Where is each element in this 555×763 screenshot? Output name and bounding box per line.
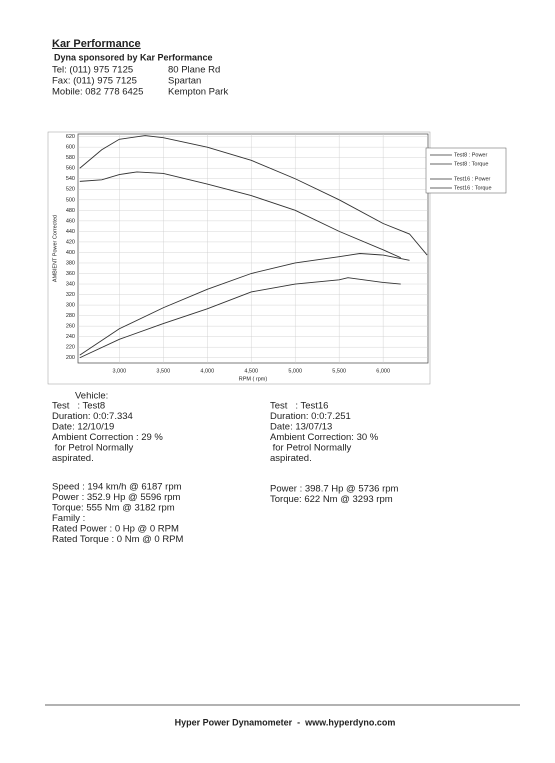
contact-line: Fax: (011) 975 7125 bbox=[52, 76, 137, 87]
y-tick-label: 500 bbox=[66, 197, 75, 203]
y-tick-label: 240 bbox=[66, 334, 75, 340]
left-result: Rated Torque : 0 Nm @ 0 RPM bbox=[52, 534, 184, 545]
legend-box bbox=[425, 147, 507, 194]
left-line: Test : Test8 bbox=[52, 401, 105, 412]
left-line: Ambient Correction : 29 % bbox=[52, 432, 163, 443]
contact-line: Tel: (011) 975 7125 bbox=[52, 65, 133, 76]
left-line: for Petrol Normally bbox=[52, 443, 134, 454]
legend-label: Test8 : Torque bbox=[454, 161, 488, 167]
y-tick-label: 600 bbox=[66, 145, 75, 151]
y-tick-label: 260 bbox=[66, 324, 75, 330]
address-line: Spartan bbox=[168, 76, 201, 87]
subtitle: Dyna sponsored by Kar Performance bbox=[54, 52, 213, 62]
x-tick-label: 5,000 bbox=[288, 368, 302, 374]
left-line: Date: 12/10/19 bbox=[52, 422, 114, 433]
y-tick-label: 560 bbox=[66, 166, 75, 172]
y-tick-label: 380 bbox=[66, 260, 75, 266]
left-line: aspirated. bbox=[52, 453, 94, 464]
y-tick-label: 280 bbox=[66, 313, 75, 319]
right-line: aspirated. bbox=[270, 453, 312, 464]
address-line: Kempton Park bbox=[168, 87, 228, 98]
contact-line: Mobile: 082 778 6425 bbox=[52, 87, 143, 98]
left-result: Rated Power : 0 Hp @ 0 RPM bbox=[52, 524, 179, 535]
series-line bbox=[79, 277, 401, 359]
left-result: Torque: 555 Nm @ 3182 rpm bbox=[52, 503, 175, 514]
y-axis-label: AMBIENT Power Corrected bbox=[52, 215, 58, 282]
y-tick-label: 220 bbox=[66, 345, 75, 351]
y-tick-label: 440 bbox=[66, 229, 75, 235]
series-line bbox=[79, 253, 410, 356]
address-line: 80 Plane Rd bbox=[168, 65, 220, 76]
y-tick-label: 480 bbox=[66, 208, 75, 214]
legend-label: Test16 : Power bbox=[454, 176, 491, 182]
y-tick-label: 400 bbox=[66, 250, 75, 256]
y-tick-label: 340 bbox=[66, 281, 75, 287]
right-line: Date: 13/07/13 bbox=[270, 422, 332, 433]
y-tick-label: 540 bbox=[66, 176, 75, 182]
legend-label: Test16 : Torque bbox=[454, 185, 492, 191]
x-tick-label: 4,000 bbox=[200, 368, 214, 374]
title: Kar Performance bbox=[52, 38, 141, 50]
right-line: Ambient Correction: 30 % bbox=[270, 432, 379, 443]
y-tick-label: 520 bbox=[66, 187, 75, 193]
series-line bbox=[79, 171, 401, 259]
y-tick-label: 420 bbox=[66, 239, 75, 245]
y-tick-label: 460 bbox=[66, 218, 75, 224]
left-result: Family : bbox=[52, 513, 85, 524]
x-tick-label: 3,000 bbox=[112, 368, 126, 374]
vehicle-label: Vehicle: bbox=[75, 391, 108, 402]
y-tick-label: 580 bbox=[66, 155, 75, 161]
x-tick-label: 5,500 bbox=[332, 368, 346, 374]
right-result: Torque: 622 Nm @ 3293 rpm bbox=[270, 494, 393, 505]
x-tick-label: 4,500 bbox=[244, 368, 258, 374]
plot-area bbox=[77, 133, 429, 364]
left-result: Power : 352.9 Hp @ 5596 rpm bbox=[52, 492, 181, 503]
legend-label: Test8 : Power bbox=[454, 152, 487, 158]
left-line: Duration: 0:0:7.334 bbox=[52, 411, 133, 422]
y-tick-label: 320 bbox=[66, 292, 75, 298]
y-tick-label: 620 bbox=[66, 134, 75, 140]
y-tick-label: 360 bbox=[66, 271, 75, 277]
y-tick-label: 200 bbox=[66, 355, 75, 361]
footer: Hyper Power Dynamometer - www.hyperdyno.… bbox=[175, 717, 396, 727]
right-result: Power : 398.7 Hp @ 5736 rpm bbox=[270, 484, 399, 495]
x-tick-label: 6,000 bbox=[376, 368, 390, 374]
right-line: for Petrol Normally bbox=[270, 443, 352, 454]
left-result: Speed : 194 km/h @ 6187 rpm bbox=[52, 482, 182, 493]
series-line bbox=[79, 135, 428, 256]
chart-frame bbox=[47, 131, 431, 385]
x-tick-label: 3,500 bbox=[156, 368, 170, 374]
y-tick-label: 300 bbox=[66, 303, 75, 309]
x-axis-label: RPM ( rpm) bbox=[239, 376, 268, 382]
right-line: Test : Test16 bbox=[270, 401, 328, 412]
right-line: Duration: 0:0:7.251 bbox=[270, 411, 351, 422]
